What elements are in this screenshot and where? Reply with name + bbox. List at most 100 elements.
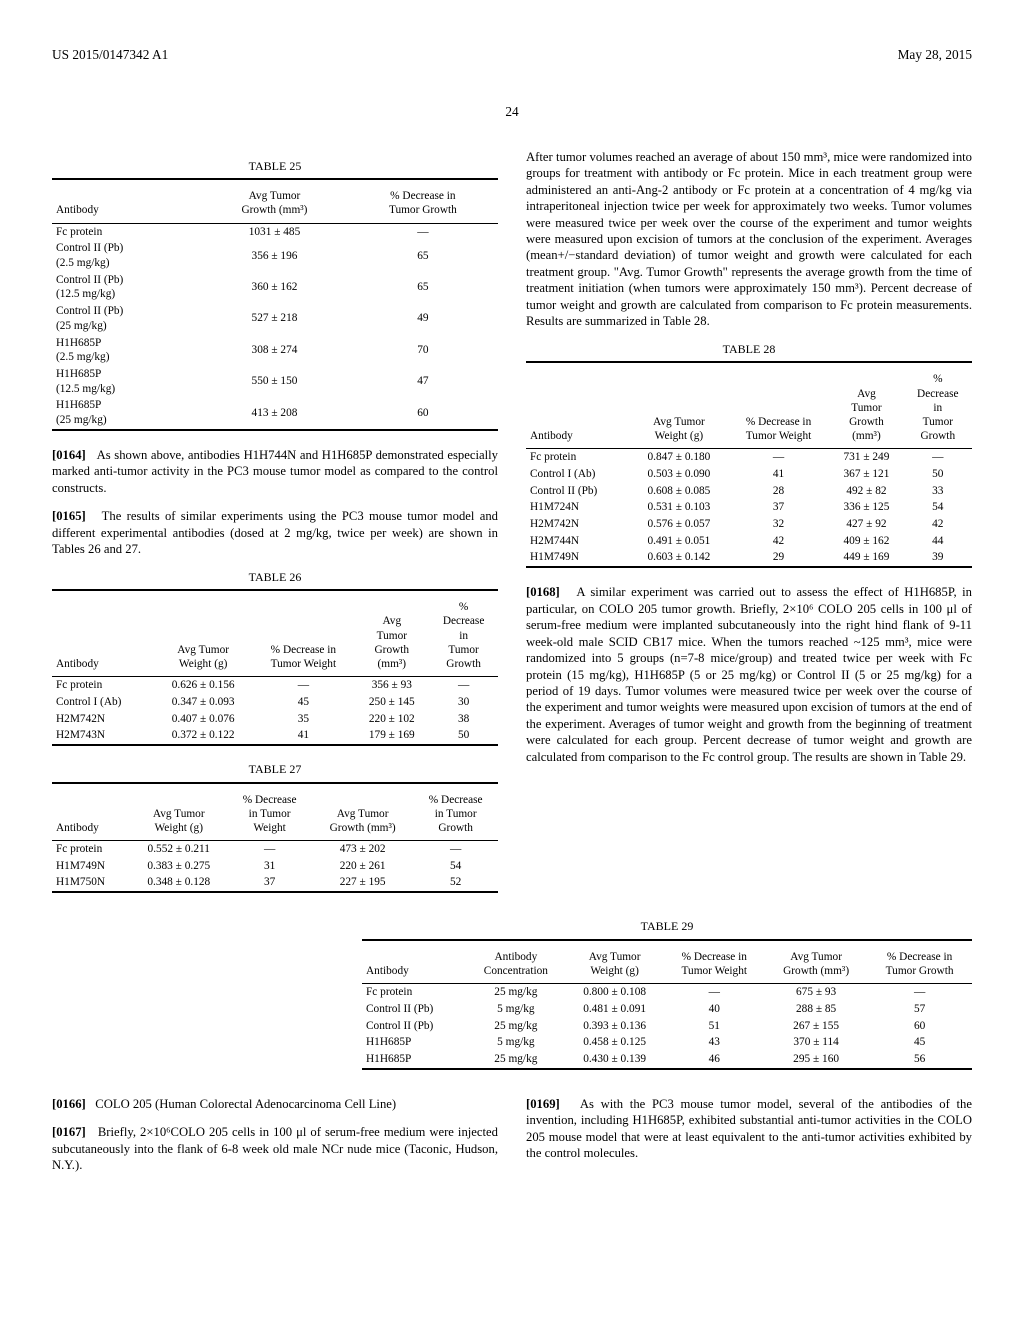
publication-number: US 2015/0147342 A1 [52,46,168,63]
table-cell: 5 mg/kg [466,1034,566,1051]
table-cell: 5 mg/kg [466,1001,566,1018]
table-cell: 1031 ± 485 [201,223,348,240]
table-row: H1H685P(12.5 mg/kg)550 ± 15047 [52,366,498,397]
bottom-left: [0166] COLO 205 (Human Colorectal Adenoc… [52,1096,498,1186]
table-row: H1H685P(2.5 mg/kg)308 ± 27470 [52,335,498,366]
table-cell: 250 ± 145 [354,694,429,711]
table-cell: 267 ± 155 [765,1018,867,1035]
table-cell: 527 ± 218 [201,303,348,334]
table-row: H1M749N0.383 ± 0.27531220 ± 26154 [52,858,498,875]
table28-caption: TABLE 28 [526,342,972,358]
table25: Antibody Avg TumorGrowth (mm³) % Decreas… [52,178,498,433]
table-cell: H1H685P [362,1051,466,1069]
table-cell: Fc protein [526,449,630,466]
table-cell: — [252,677,354,694]
table-cell: 30 [429,694,498,711]
table-row: Fc protein0.626 ± 0.156—356 ± 93— [52,677,498,694]
table-row: Control II (Pb)5 mg/kg0.481 ± 0.09140288… [362,1001,972,1018]
table-cell: 356 ± 196 [201,240,348,271]
para-0167: [0167] Briefly, 2×10⁶COLO 205 cells in 1… [52,1124,498,1173]
table-cell: 35 [252,711,354,728]
t27-col2: % Decreasein TumorWeight [227,791,312,841]
table-cell: 42 [904,516,972,533]
bottom-right: [0169] As with the PC3 mouse tumor model… [526,1096,972,1186]
table-cell: 308 ± 274 [201,335,348,366]
table-cell: 31 [227,858,312,875]
t28-col4: %DecreaseinTumorGrowth [904,370,972,448]
table-row: H2M742N0.407 ± 0.07635220 ± 10238 [52,711,498,728]
table-cell: 0.552 ± 0.211 [130,841,227,858]
rh-top-paragraph: After tumor volumes reached an average o… [526,149,972,330]
table-cell: Control II (Pb) [362,1001,466,1018]
table-cell: 675 ± 93 [765,984,867,1001]
table-cell: 0.393 ± 0.136 [566,1018,664,1035]
table-cell: 367 ± 121 [829,466,903,483]
table-row: H2M744N0.491 ± 0.05142409 ± 16244 [526,533,972,550]
table-cell: 0.576 ± 0.057 [630,516,728,533]
table-row: Control I (Ab)0.347 ± 0.09345250 ± 14530 [52,694,498,711]
t28-col0: Antibody [526,370,630,448]
table-cell: 427 ± 92 [829,516,903,533]
table-cell: 0.531 ± 0.103 [630,499,728,516]
publication-date: May 28, 2015 [898,46,972,63]
table-cell: 32 [728,516,829,533]
left-column: TABLE 25 Antibody Avg TumorGrowth (mm³) … [52,149,498,910]
t29-col1: AntibodyConcentration [466,948,566,984]
table-cell: 25 mg/kg [466,1051,566,1069]
table29: Antibody AntibodyConcentration Avg Tumor… [362,939,972,1072]
t26-col1: Avg TumorWeight (g) [154,598,252,676]
table-cell: 550 ± 150 [201,366,348,397]
table-cell: 54 [904,499,972,516]
table-cell: 57 [867,1001,972,1018]
table-cell: 56 [867,1051,972,1069]
table-cell: Control I (Ab) [526,466,630,483]
table-row: Control II (Pb)(25 mg/kg)527 ± 21849 [52,303,498,334]
table-cell: 65 [348,272,498,303]
table-cell: — [664,984,765,1001]
table-cell: 0.800 ± 0.108 [566,984,664,1001]
table-cell: 370 ± 114 [765,1034,867,1051]
table-cell: 288 ± 85 [765,1001,867,1018]
table-cell: 41 [728,466,829,483]
table-cell: Fc protein [52,841,130,858]
table-cell: 0.407 ± 0.076 [154,711,252,728]
two-column-body: TABLE 25 Antibody Avg TumorGrowth (mm³) … [52,149,972,910]
table-cell: Control II (Pb)(25 mg/kg) [52,303,201,334]
table-cell: 65 [348,240,498,271]
table-cell: H1H685P(12.5 mg/kg) [52,366,201,397]
table-cell: 51 [664,1018,765,1035]
table-row: H2M742N0.576 ± 0.05732427 ± 9242 [526,516,972,533]
table-cell: 179 ± 169 [354,727,429,745]
table-cell: H2M742N [52,711,154,728]
t28-body: Fc protein0.847 ± 0.180—731 ± 249—Contro… [526,449,972,568]
t29-body: Fc protein25 mg/kg0.800 ± 0.108—675 ± 93… [362,984,972,1069]
table-row: H1H685P5 mg/kg0.458 ± 0.12543370 ± 11445 [362,1034,972,1051]
t27-body: Fc protein0.552 ± 0.211—473 ± 202—H1M749… [52,841,498,893]
table-cell: 28 [728,483,829,500]
table-row: Fc protein0.552 ± 0.211—473 ± 202— [52,841,498,858]
para-0164: [0164] As shown above, antibodies H1H744… [52,447,498,496]
t26-body: Fc protein0.626 ± 0.156—356 ± 93—Control… [52,677,498,745]
t26-col3: AvgTumorGrowth(mm³) [354,598,429,676]
table-cell: 413 ± 208 [201,397,348,429]
table-cell: 40 [664,1001,765,1018]
table-cell: 492 ± 82 [829,483,903,500]
t29-col2: Avg TumorWeight (g) [566,948,664,984]
table-cell: Fc protein [52,677,154,694]
table-cell: 50 [429,727,498,745]
t28-col1: Avg TumorWeight (g) [630,370,728,448]
table26-caption: TABLE 26 [52,570,498,586]
table-cell: Control II (Pb) [362,1018,466,1035]
table-cell: Control II (Pb)(12.5 mg/kg) [52,272,201,303]
t27-col4: % Decreasein TumorGrowth [413,791,498,841]
table-row: Fc protein1031 ± 485— [52,223,498,240]
table-row: Control II (Pb)0.608 ± 0.08528492 ± 8233 [526,483,972,500]
para-0166: [0166] COLO 205 (Human Colorectal Adenoc… [52,1096,498,1112]
right-column: After tumor volumes reached an average o… [526,149,972,910]
table-cell: 39 [904,549,972,567]
table-row: Fc protein25 mg/kg0.800 ± 0.108—675 ± 93… [362,984,972,1001]
table-cell: 356 ± 93 [354,677,429,694]
table-cell: H1H685P(25 mg/kg) [52,397,201,429]
page-header: US 2015/0147342 A1 May 28, 2015 [52,46,972,63]
table-cell: H1M749N [52,858,130,875]
